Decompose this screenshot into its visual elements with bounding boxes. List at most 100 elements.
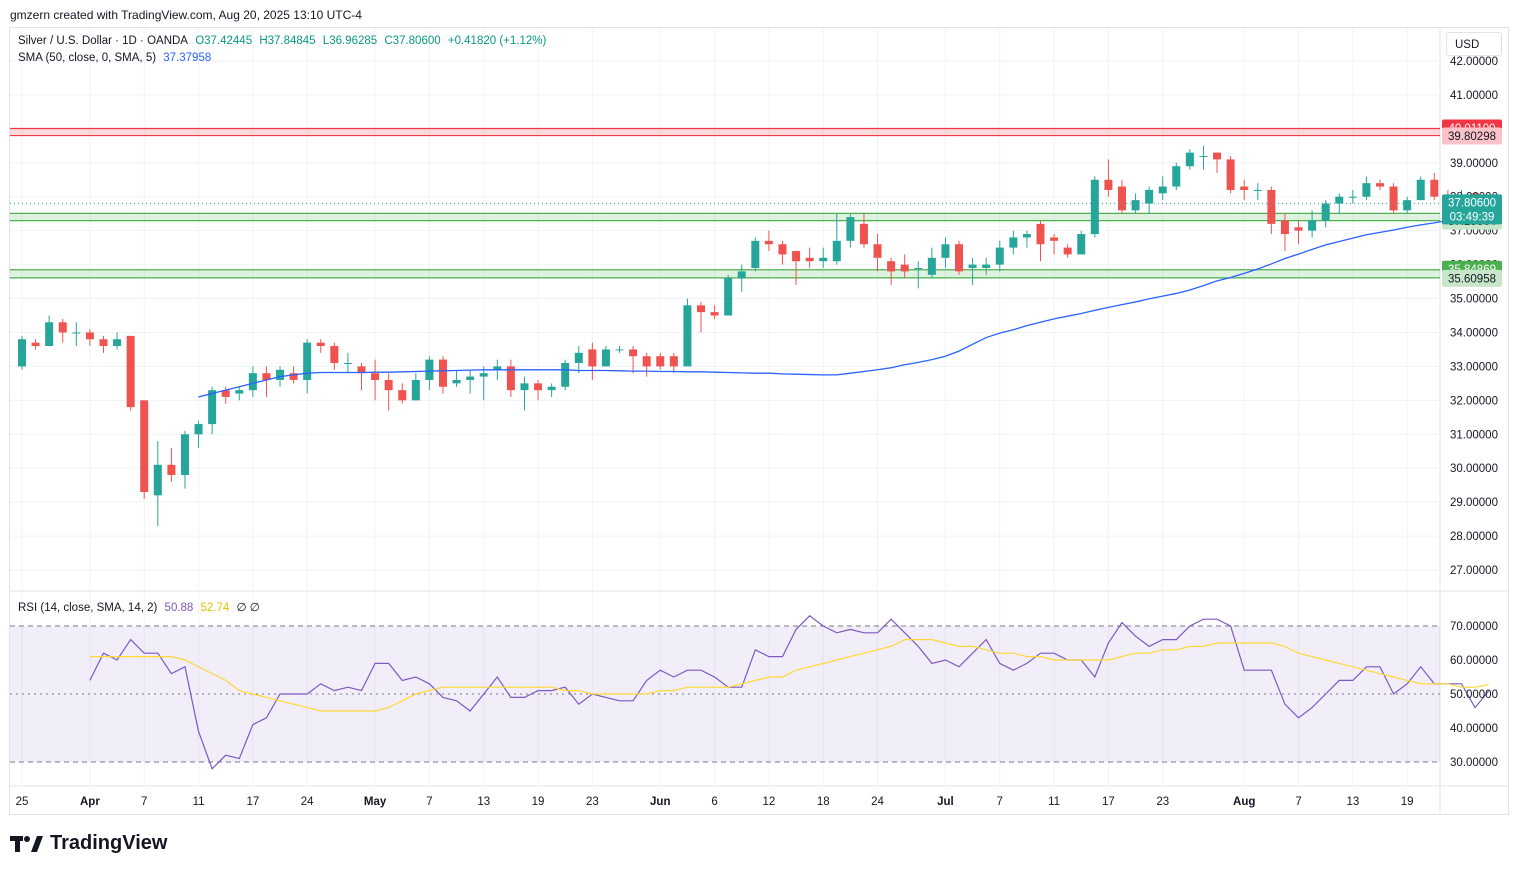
candle-body: [113, 339, 122, 347]
candle-body: [819, 257, 828, 262]
rsi-tick-label: 70.00000: [1450, 621, 1498, 633]
candle-body: [1267, 189, 1276, 224]
candle-body: [900, 264, 909, 272]
candle-body: [58, 322, 67, 333]
rsi-legend[interactable]: RSI (14, close, SMA, 14, 2) 50.88 52.74 …: [18, 600, 264, 614]
candle-body: [1362, 183, 1371, 197]
candle-body: [1131, 200, 1140, 211]
candle-body: [710, 312, 719, 316]
candle-body: [452, 379, 461, 384]
candle-body: [832, 240, 841, 262]
candle-body: [846, 217, 855, 241]
candle-body: [1145, 189, 1154, 204]
candle-body: [656, 356, 665, 367]
tradingview-logo-icon: [10, 835, 43, 852]
candle-body: [941, 244, 950, 258]
candle-body: [968, 264, 977, 268]
time-tick-label: 19: [1401, 796, 1414, 808]
zone-bottom-tag-text: 39.80298: [1448, 131, 1496, 143]
candle-body: [1253, 189, 1262, 191]
candle-body: [371, 373, 380, 380]
symbol-legend: Silver / U.S. Dollar · 1D · OANDA O37.42…: [18, 35, 550, 47]
candle-body: [520, 383, 529, 391]
time-tick-label: 23: [586, 796, 599, 808]
candle-body: [1213, 152, 1222, 160]
sma-value: 37.37958: [163, 52, 212, 64]
time-tick-label: 12: [763, 796, 776, 808]
candle-body: [126, 335, 135, 408]
candle-body: [180, 434, 189, 475]
candle-body: [737, 271, 746, 279]
time-tick-label: 24: [871, 796, 884, 808]
candle-body: [1308, 220, 1317, 231]
ohlc-close: C37.80600: [384, 35, 441, 47]
price-tick-label: 33.00000: [1450, 361, 1498, 373]
time-tick-label: 25: [16, 796, 29, 808]
price-tick-label: 32.00000: [1450, 395, 1498, 407]
candle-body: [1104, 179, 1113, 190]
zone-bottom-tag-text: 35.60958: [1448, 273, 1496, 285]
candle-body: [1185, 152, 1194, 167]
candle-body: [479, 373, 488, 377]
candle-body: [1430, 179, 1439, 197]
brand-logo[interactable]: TradingView: [10, 832, 167, 855]
ohlc-low: L36.96285: [322, 35, 378, 47]
candle-body: [343, 363, 352, 365]
brand-name: TradingView: [50, 832, 168, 854]
candle-body: [72, 332, 81, 334]
candle-body: [1158, 186, 1167, 194]
candle-body: [1172, 166, 1181, 187]
price-tick-label: 31.00000: [1450, 429, 1498, 441]
candle-body: [615, 349, 624, 351]
time-tick-label: 7: [141, 796, 147, 808]
candle-body: [1022, 234, 1031, 238]
candle-body: [1389, 186, 1398, 211]
time-tick-label: May: [364, 796, 387, 808]
price-tick-label: 35.00000: [1450, 294, 1498, 306]
sma-line: [198, 217, 1489, 398]
candle-body: [85, 332, 94, 340]
time-tick-label: 13: [477, 796, 490, 808]
candle-body: [1403, 200, 1412, 211]
zone-bottom-tag: [1442, 269, 1502, 287]
candle-body: [384, 379, 393, 391]
rsi-value: 50.88: [164, 602, 194, 614]
rsi-tick-label: 60.00000: [1450, 655, 1498, 667]
candle-body: [1321, 203, 1330, 221]
currency-button[interactable]: USD: [1446, 32, 1502, 56]
candle-body: [1280, 220, 1289, 235]
candle-body: [45, 322, 54, 347]
candle-body: [1376, 183, 1384, 187]
zone-support-upper: [10, 213, 1440, 221]
time-tick-label: 18: [817, 796, 830, 808]
time-tick-label: 24: [301, 796, 314, 808]
candle-body: [1294, 227, 1303, 231]
candle-body: [1050, 237, 1059, 241]
price-tick-label: 27.00000: [1450, 565, 1498, 577]
candle-body: [561, 363, 570, 387]
rsi-tick-label: 50.00000: [1450, 689, 1498, 701]
candle-body: [1335, 196, 1344, 204]
candle-body: [887, 261, 896, 272]
time-tick-label: 17: [246, 796, 259, 808]
candle-body: [303, 342, 312, 380]
candle-body: [276, 369, 285, 380]
candle-body: [927, 257, 936, 275]
time-axis: 25 Apr 7 11 17 24 May 7 13 19 23 Jun 6 12 18 24 Jul 7 11 17…: [16, 796, 1414, 808]
price-tags: 40.0110039.8029837.5096637.2960435.84869…: [1442, 119, 1502, 287]
ohlc-high: H37.84845: [259, 35, 316, 47]
candles-layer: [18, 145, 1493, 526]
candle-body: [1090, 179, 1099, 235]
candle-body: [1063, 247, 1072, 255]
candle-body: [1199, 156, 1208, 158]
sma-legend[interactable]: SMA (50, close, 0, SMA, 5) 37.37958: [18, 52, 215, 64]
candle-body: [506, 366, 515, 391]
candle-body: [697, 305, 705, 313]
candle-body: [683, 305, 692, 367]
candle-body: [140, 400, 149, 492]
candle-body: [262, 373, 271, 380]
time-tick-label: 11: [1048, 796, 1060, 808]
candle-body: [995, 247, 1004, 265]
time-tick-label: 13: [1346, 796, 1359, 808]
